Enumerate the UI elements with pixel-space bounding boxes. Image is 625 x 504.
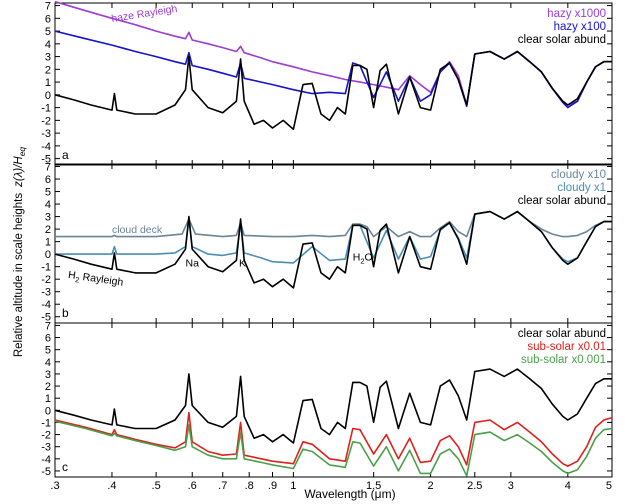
y-tick-label: -2 bbox=[41, 430, 51, 442]
legend-entry: sub-solar x0.001 bbox=[521, 354, 606, 366]
series-line-clear-solar-abund bbox=[54, 368, 612, 444]
y-tick-label: -2 bbox=[41, 274, 51, 286]
plot-frame bbox=[54, 163, 613, 324]
y-axis-title-subscript: eq bbox=[17, 147, 27, 157]
y-tick-label: 3 bbox=[45, 369, 51, 381]
x-tick-label: .7 bbox=[218, 480, 227, 492]
series-line-sub-solar-x0-01 bbox=[54, 411, 613, 467]
x-tick-label: .8 bbox=[245, 480, 254, 492]
y-tick-label: 1 bbox=[45, 77, 51, 89]
series-line-sub-solar-x0-001 bbox=[54, 420, 613, 477]
y-tick-label: -3 bbox=[41, 287, 51, 299]
y-tick-label: 0 bbox=[45, 249, 51, 261]
y-tick-label: 0 bbox=[45, 405, 51, 417]
legend-entry: hazy x100 bbox=[554, 21, 606, 33]
y-tick-label: 1 bbox=[45, 393, 51, 405]
annotation: K bbox=[239, 258, 246, 270]
x-tick-label: 5 bbox=[606, 480, 612, 492]
plot-frame bbox=[54, 322, 613, 478]
x-tick-label: 2.5 bbox=[467, 480, 482, 492]
y-axis-title-main: Relative altitude in scale heights bbox=[13, 193, 25, 358]
y-tick-label: 6 bbox=[45, 333, 51, 345]
y-tick-label: -4 bbox=[41, 454, 51, 466]
y-tick-label: 1 bbox=[45, 237, 51, 249]
x-tick-label: .6 bbox=[188, 480, 197, 492]
y-tick-label: 2 bbox=[45, 64, 51, 76]
y-tick-label: -4 bbox=[41, 141, 51, 153]
annotation: H2O bbox=[353, 251, 373, 265]
series-line-clear-solar-abund bbox=[54, 210, 612, 289]
x-tick-label: .4 bbox=[107, 480, 116, 492]
y-tick-label: -5 bbox=[41, 466, 51, 478]
y-tick-label: 4 bbox=[45, 199, 51, 211]
y-tick-label: 7 bbox=[45, 320, 51, 332]
x-tick-label: .5 bbox=[152, 480, 161, 492]
y-axis-title-symbol: z(λ)/H bbox=[13, 156, 25, 188]
panel-label: a bbox=[62, 148, 69, 162]
y-tick-label: -1 bbox=[41, 103, 51, 115]
y-tick-label: 6 bbox=[45, 13, 51, 25]
legend-entry: cloudy x1 bbox=[557, 182, 606, 194]
y-tick-label: 7 bbox=[45, 1, 51, 13]
y-tick-label: -5 bbox=[41, 154, 51, 166]
series-line-clear-solar-abund bbox=[54, 50, 612, 131]
legend-entry: clear solar abund bbox=[518, 328, 606, 340]
annotation: H2 Rayleigh bbox=[67, 269, 124, 291]
x-axis-title: Wavelength (μm) bbox=[304, 487, 395, 501]
y-tick-label: -1 bbox=[41, 262, 51, 274]
y-tick-label: -4 bbox=[41, 299, 51, 311]
y-tick-label: 4 bbox=[45, 39, 51, 51]
x-tick-label: .9 bbox=[268, 480, 277, 492]
x-tick-label: 3 bbox=[508, 480, 514, 492]
series-line-cloudy-x10 bbox=[55, 210, 612, 238]
legend-entry: hazy x1000 bbox=[547, 8, 606, 20]
legend-entry: cloudy x10 bbox=[551, 169, 606, 181]
x-tick-label: .3 bbox=[50, 480, 59, 492]
y-tick-label: 7 bbox=[45, 162, 51, 174]
y-tick-label: 5 bbox=[45, 26, 51, 38]
x-tick-label: 1 bbox=[290, 480, 296, 492]
plot-frame bbox=[54, 2, 613, 166]
y-tick-label: 2 bbox=[45, 381, 51, 393]
y-tick-label: -2 bbox=[41, 115, 51, 127]
legend-entry: clear solar abund bbox=[518, 195, 606, 207]
y-tick-label: 4 bbox=[45, 357, 51, 369]
legend-entry: sub-solar x0.01 bbox=[527, 341, 606, 353]
x-tick-label: 4 bbox=[565, 480, 571, 492]
x-tick-label: 1.5 bbox=[366, 480, 381, 492]
panel-label: c bbox=[62, 460, 68, 474]
y-tick-label: -3 bbox=[41, 128, 51, 140]
x-tick-label: 2 bbox=[428, 480, 434, 492]
annotation: haze Rayleigh bbox=[111, 3, 179, 25]
y-tick-label: 3 bbox=[45, 52, 51, 64]
y-tick-label: 2 bbox=[45, 224, 51, 236]
annotation: Na bbox=[186, 258, 200, 270]
y-tick-label: -3 bbox=[41, 442, 51, 454]
y-tick-label: 0 bbox=[45, 90, 51, 102]
y-tick-label: 5 bbox=[45, 345, 51, 357]
legend-entry: clear solar abund bbox=[518, 34, 606, 46]
y-tick-label: -5 bbox=[41, 312, 51, 324]
y-tick-label: 6 bbox=[45, 174, 51, 186]
y-tick-label: -1 bbox=[41, 417, 51, 429]
annotation: cloud deck bbox=[112, 224, 163, 236]
y-axis-title: Relative altitude in scale heights z(λ)/H… bbox=[13, 147, 27, 358]
y-tick-label: 5 bbox=[45, 187, 51, 199]
y-tick-label: 3 bbox=[45, 212, 51, 224]
panel-label: b bbox=[62, 306, 69, 320]
